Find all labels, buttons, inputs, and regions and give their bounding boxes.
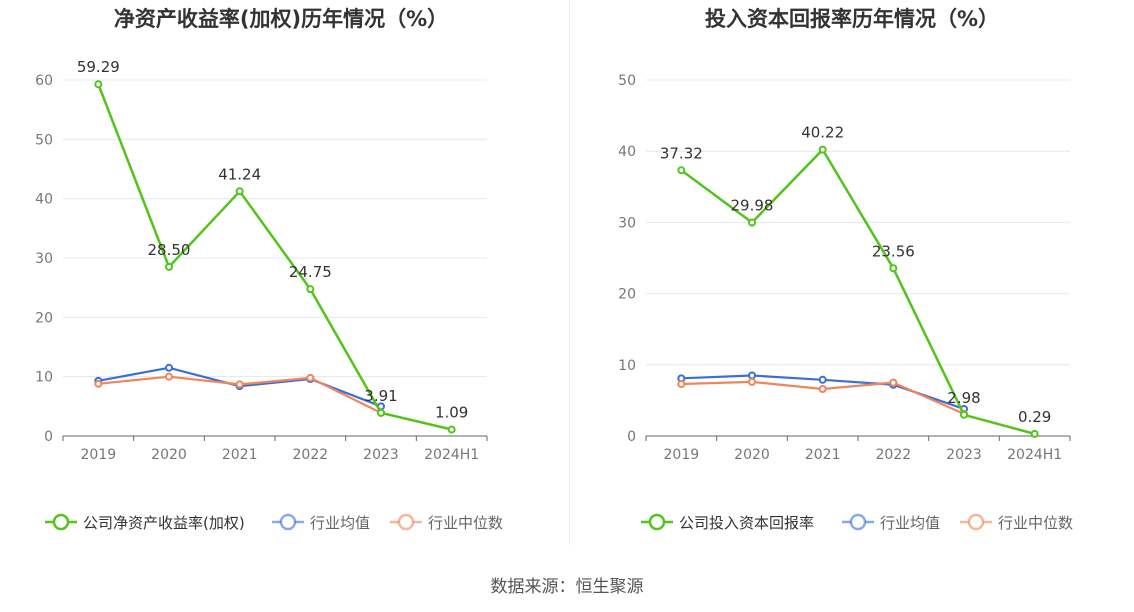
data-point-series-1 [748, 371, 756, 380]
y-tick-label: 40 [35, 192, 53, 208]
data-point-series-2 [677, 380, 686, 389]
data-point-series-2 [94, 379, 103, 388]
data-point-series-2 [889, 378, 898, 387]
legend-marker-1[interactable] [279, 513, 297, 531]
data-point-series-0 [818, 145, 827, 154]
y-tick-label: 20 [35, 310, 53, 326]
x-tick-label: 2022 [876, 447, 912, 463]
x-tick-label: 2024H1 [424, 447, 479, 463]
legend-marker-0[interactable] [52, 513, 70, 531]
data-label: 41.24 [218, 165, 261, 183]
data-point-series-2 [306, 373, 315, 382]
data-point-series-2 [748, 377, 756, 386]
data-point-series-1 [165, 363, 173, 372]
x-tick-label: 2019 [81, 447, 117, 463]
x-tick-label: 2024H1 [1007, 447, 1062, 463]
data-label: 29.98 [731, 197, 774, 215]
chart-title: 投入资本回报率历年情况（%） [705, 7, 999, 31]
y-tick-label: 20 [618, 287, 636, 303]
data-source-text: 数据来源：恒生聚源 [490, 577, 644, 597]
x-tick-label: 2019 [664, 447, 700, 463]
x-tick-label: 2022 [293, 447, 329, 463]
data-point-series-0 [889, 264, 898, 273]
y-tick-label: 10 [618, 358, 636, 374]
legend-marker-0[interactable] [648, 513, 666, 531]
panel-divider [569, 0, 570, 545]
data-label: 2.98 [947, 389, 980, 407]
y-tick-label: 30 [618, 215, 636, 231]
data-point-series-2 [818, 385, 827, 394]
y-tick-label: 0 [627, 429, 636, 445]
data-label: 3.91 [364, 387, 397, 405]
data-label: 1.09 [435, 404, 468, 422]
data-point-series-0 [447, 425, 456, 434]
data-label: 40.22 [801, 124, 844, 142]
y-tick-label: 50 [618, 73, 636, 89]
data-point-series-0 [960, 410, 968, 419]
x-tick-label: 2021 [222, 447, 258, 463]
data-point-series-0 [377, 408, 385, 417]
legend-item-label[interactable]: 行业中位数 [998, 514, 1073, 532]
series-line-0 [680, 148, 1036, 436]
data-label: 23.56 [872, 242, 915, 260]
data-point-series-2 [165, 372, 173, 381]
chart-title: 净资产收益率(加权)历年情况（%） [114, 7, 448, 31]
x-tick-label: 2021 [805, 447, 841, 463]
x-tick-label: 2020 [151, 447, 187, 463]
x-tick-label: 2020 [734, 447, 770, 463]
data-label: 24.75 [289, 263, 332, 281]
data-point-series-0 [165, 262, 173, 271]
data-label: 37.32 [660, 144, 703, 162]
data-point-series-0 [306, 285, 315, 294]
data-point-series-0 [235, 187, 244, 196]
data-label: 59.29 [77, 58, 120, 76]
data-point-series-0 [677, 166, 686, 175]
y-tick-label: 40 [618, 144, 636, 160]
legend-item-label[interactable]: 行业均值 [310, 514, 370, 532]
legend-item-label[interactable]: 行业中位数 [428, 514, 503, 532]
legend-marker-2[interactable] [967, 513, 985, 531]
legend-item-label[interactable]: 公司投入资本回报率 [679, 514, 814, 532]
x-tick-label: 2023 [946, 447, 982, 463]
x-tick-label: 2023 [363, 447, 399, 463]
data-point-series-0 [1030, 429, 1039, 438]
legend-marker-1[interactable] [849, 513, 867, 531]
data-label: 0.29 [1018, 408, 1051, 426]
data-point-series-0 [748, 218, 756, 227]
legend-item-label[interactable]: 公司净资产收益率(加权) [83, 514, 245, 532]
y-tick-label: 60 [35, 73, 53, 89]
legend-marker-2[interactable] [397, 513, 415, 531]
series-line-0 [97, 83, 452, 431]
data-point-series-0 [94, 80, 103, 89]
data-point-series-1 [818, 375, 827, 384]
y-tick-label: 50 [35, 132, 53, 148]
y-tick-label: 10 [35, 370, 53, 386]
y-tick-label: 0 [44, 429, 53, 445]
legend-item-label[interactable]: 行业均值 [880, 514, 940, 532]
data-point-series-2 [235, 380, 244, 389]
data-label: 28.50 [148, 241, 191, 259]
y-tick-label: 30 [35, 251, 53, 267]
